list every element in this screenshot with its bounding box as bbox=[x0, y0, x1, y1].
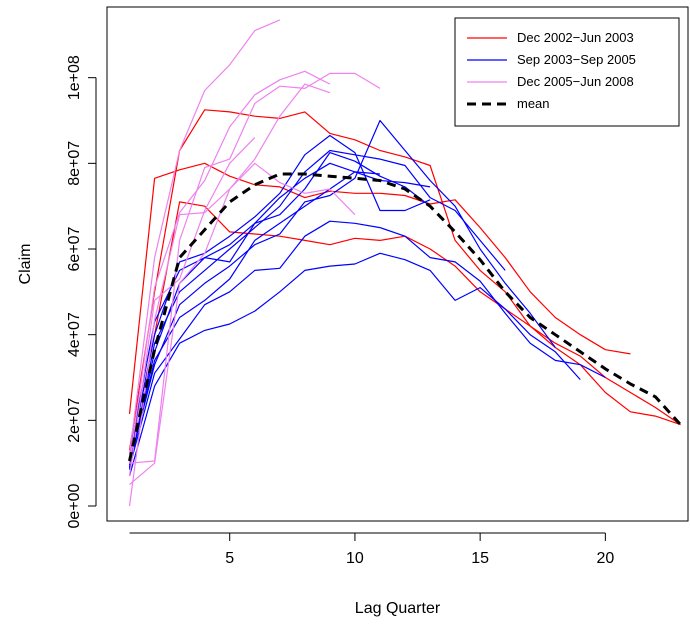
y-tick-label: 0e+00 bbox=[66, 483, 83, 528]
mean-line bbox=[128, 172, 682, 462]
x-tick-label: 20 bbox=[596, 550, 614, 567]
y-tick-label: 2e+07 bbox=[66, 398, 83, 443]
series-line bbox=[128, 252, 581, 477]
series-line bbox=[128, 134, 431, 460]
x-tick-label: 10 bbox=[346, 550, 364, 567]
x-tick-label: 15 bbox=[471, 550, 489, 567]
series-line bbox=[128, 201, 681, 460]
legend-label: mean bbox=[517, 96, 550, 111]
y-tick-label: 8e+07 bbox=[66, 141, 83, 186]
y-tick-label: 6e+07 bbox=[66, 226, 83, 271]
legend: Dec 2002−Jun 2003 Sep 2003−Sep 2005 Dec 20… bbox=[454, 17, 680, 127]
series-line bbox=[128, 152, 431, 455]
series-line bbox=[128, 162, 631, 414]
series-line bbox=[128, 83, 331, 507]
x-tick-label: 5 bbox=[225, 550, 234, 567]
series-lines bbox=[128, 19, 682, 507]
series-line bbox=[128, 70, 331, 464]
legend-box bbox=[454, 17, 680, 127]
series-line bbox=[129, 162, 356, 486]
legend-label: Sep 2003−Sep 2005 bbox=[517, 52, 636, 67]
x-axis: 5 10 15 20 bbox=[129, 532, 614, 567]
series-line bbox=[128, 220, 606, 468]
series-line bbox=[128, 109, 681, 451]
x-axis-title: Lag Quarter bbox=[355, 600, 441, 617]
legend-label: Dec 2005−Jun 2008 bbox=[517, 74, 634, 89]
y-tick-label: 1e+08 bbox=[66, 55, 83, 100]
series-line bbox=[128, 171, 381, 466]
legend-label: Dec 2002−Jun 2003 bbox=[517, 30, 634, 45]
plot-frame bbox=[106, 6, 689, 522]
series-line bbox=[128, 149, 506, 470]
series-line bbox=[128, 19, 281, 455]
series-line bbox=[128, 119, 556, 464]
y-axis: 0e+00 2e+07 4e+07 6e+07 8e+07 1e+08 bbox=[66, 55, 97, 528]
series-line bbox=[129, 72, 381, 464]
y-tick-label: 4e+07 bbox=[66, 312, 83, 357]
y-axis-title: Claim bbox=[17, 244, 34, 285]
